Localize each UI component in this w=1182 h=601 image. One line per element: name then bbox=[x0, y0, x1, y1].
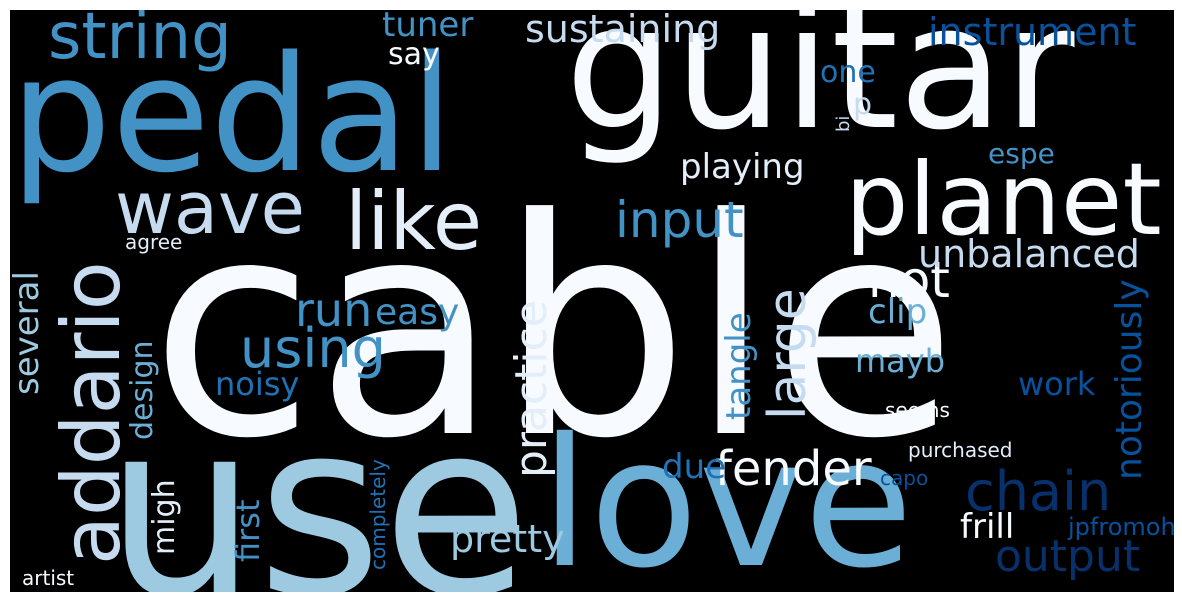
word-noisy: noisy bbox=[215, 365, 300, 403]
word-easy: easy bbox=[375, 292, 460, 333]
word-notoriously: notoriously bbox=[1109, 279, 1150, 480]
word-p: p bbox=[853, 87, 873, 122]
word-fender: fender bbox=[715, 441, 872, 497]
word-clip: clip bbox=[868, 292, 928, 332]
word-output: output bbox=[995, 531, 1141, 582]
word-like: like bbox=[345, 175, 483, 268]
word-large: large bbox=[758, 288, 818, 420]
word-wave: wave bbox=[115, 166, 305, 250]
word-cloud: cable use guitar pedal love planet addar… bbox=[10, 10, 1174, 592]
word-love: love bbox=[540, 400, 914, 593]
word-first: first bbox=[229, 499, 267, 562]
word-addario: addario bbox=[45, 261, 138, 565]
word-mayb: mayb bbox=[855, 342, 946, 380]
word-cable: cable bbox=[150, 155, 958, 504]
word-tuner: tuner bbox=[382, 10, 474, 45]
word-completely: completely bbox=[366, 459, 390, 570]
word-pedal: pedal bbox=[10, 21, 455, 208]
word-instrument: instrument bbox=[928, 10, 1137, 54]
word-say: say bbox=[388, 37, 440, 72]
word-pretty: pretty bbox=[450, 517, 565, 561]
word-work: work bbox=[1018, 365, 1096, 403]
word-input: input bbox=[615, 191, 744, 249]
word-tangle: tangle bbox=[719, 312, 759, 420]
word-jpfromoh: jpfromoh bbox=[1068, 513, 1174, 541]
word-frill: frill bbox=[960, 507, 1015, 547]
word-sustaining: sustaining bbox=[525, 10, 721, 51]
word-one: one bbox=[820, 55, 876, 90]
word-espe: espe bbox=[988, 137, 1055, 170]
word-agree: agree bbox=[125, 230, 183, 254]
word-chain: chain bbox=[965, 460, 1112, 523]
word-playing: playing bbox=[680, 147, 805, 187]
word-bi: bi bbox=[833, 115, 854, 132]
word-design: design bbox=[125, 340, 160, 440]
word-use: use bbox=[105, 370, 530, 592]
word-practice: practice bbox=[506, 300, 557, 478]
word-unbalanced: unbalanced bbox=[918, 232, 1140, 276]
word-artist: artist bbox=[22, 566, 75, 590]
word-capo: capo bbox=[880, 466, 929, 490]
word-using: using bbox=[240, 317, 386, 380]
word-not: not bbox=[868, 251, 950, 309]
word-due: due bbox=[662, 447, 727, 487]
word-guitar: guitar bbox=[565, 10, 1075, 168]
word-seems: seems bbox=[885, 398, 950, 422]
word-several: several bbox=[10, 271, 47, 395]
word-run: run bbox=[295, 283, 373, 337]
word-purchased: purchased bbox=[908, 438, 1013, 462]
word-migh: migh bbox=[147, 479, 182, 555]
word-planet: planet bbox=[845, 141, 1162, 258]
word-string: string bbox=[48, 10, 232, 74]
